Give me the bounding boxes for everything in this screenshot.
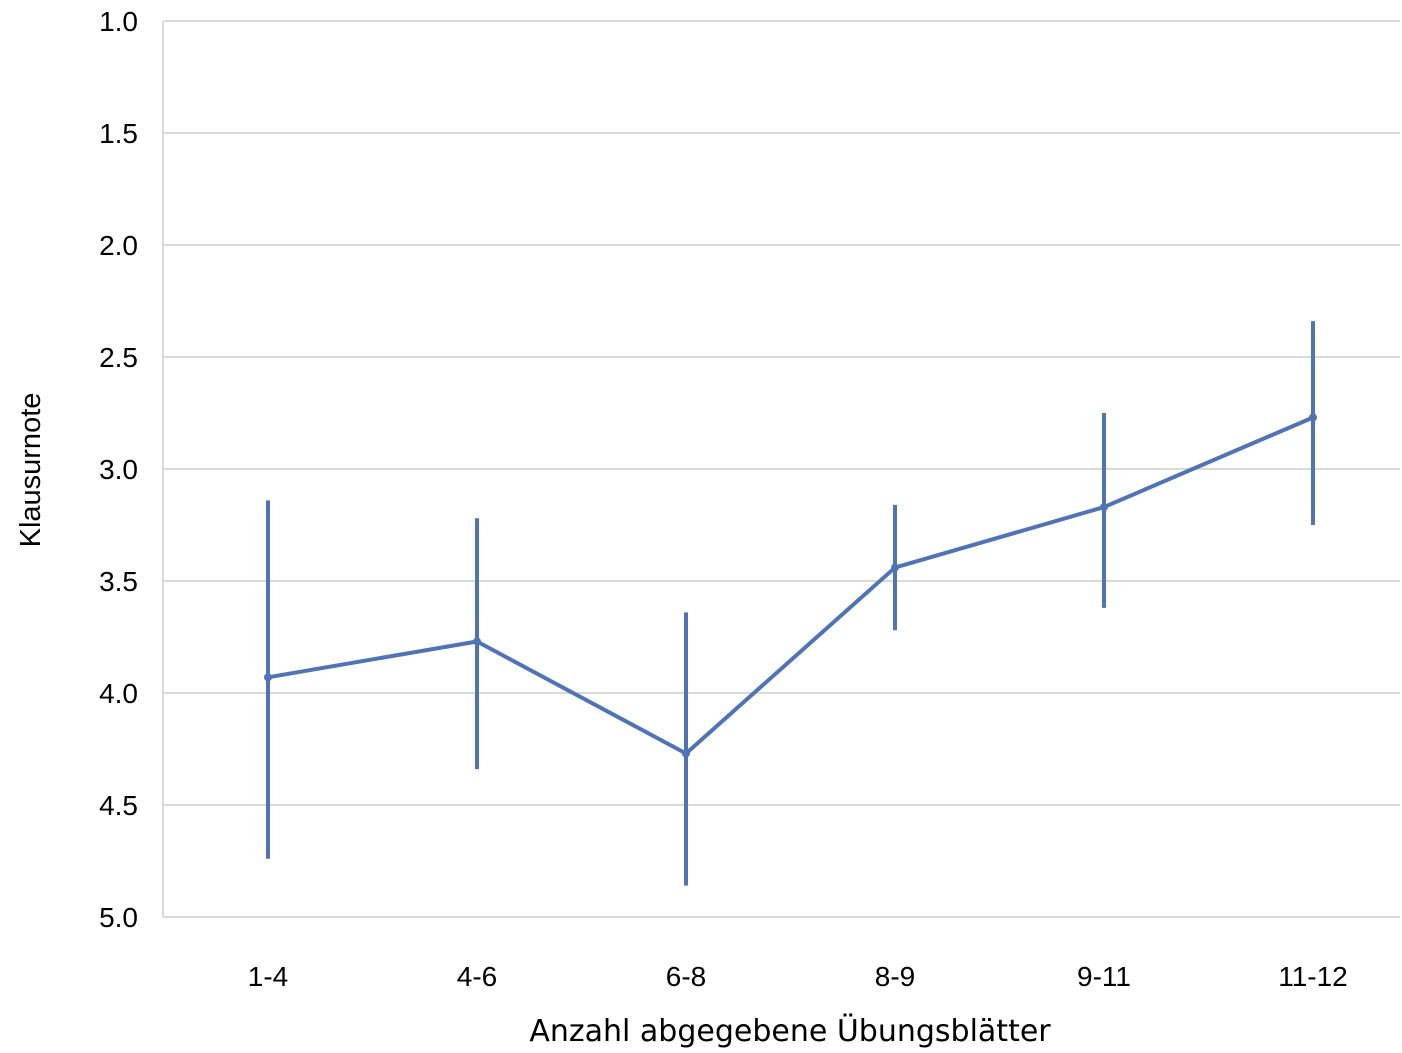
- y-tick-label: 4.0: [99, 678, 138, 709]
- y-tick-label: 2.5: [99, 342, 138, 373]
- y-tick-label: 5.0: [99, 902, 138, 933]
- data-points: [264, 413, 1317, 758]
- y-tick-label: 2.0: [99, 230, 138, 261]
- data-point: [682, 749, 690, 758]
- x-tick-label: 11-12: [1278, 961, 1348, 992]
- data-point: [1100, 503, 1108, 512]
- y-axis-label: Klausurnote: [15, 393, 47, 548]
- y-tick-label: 3.0: [99, 454, 138, 485]
- y-tick-label: 3.5: [99, 566, 138, 597]
- y-tick-label: 1.0: [99, 6, 138, 37]
- data-point: [1309, 413, 1317, 422]
- series-line: [267, 415, 1314, 756]
- gridlines: [163, 20, 1400, 918]
- data-point: [264, 673, 272, 682]
- y-tick-labels: 1.0 1.5 2.0 2.5 3.0 3.5 4.0 4.5 5.0: [99, 6, 138, 933]
- error-bars: [266, 321, 1315, 886]
- x-tick-label: 9-11: [1077, 961, 1131, 992]
- x-tick-label: 4-6: [457, 961, 497, 992]
- x-tick-label: 6-8: [666, 961, 706, 992]
- x-tick-label: 1-4: [248, 961, 288, 992]
- series-line: [267, 415, 1314, 756]
- data-point: [473, 637, 481, 646]
- x-axis-label: Anzahl abgegebene Übungsblätter: [529, 1013, 1051, 1049]
- y-tick-label: 1.5: [99, 118, 138, 149]
- y-tick-label: 4.5: [99, 790, 138, 821]
- data-point: [891, 563, 899, 572]
- x-tick-label: 8-9: [875, 961, 915, 992]
- x-tick-labels: 1-4 4-6 6-8 8-9 9-11 11-12: [248, 961, 1348, 992]
